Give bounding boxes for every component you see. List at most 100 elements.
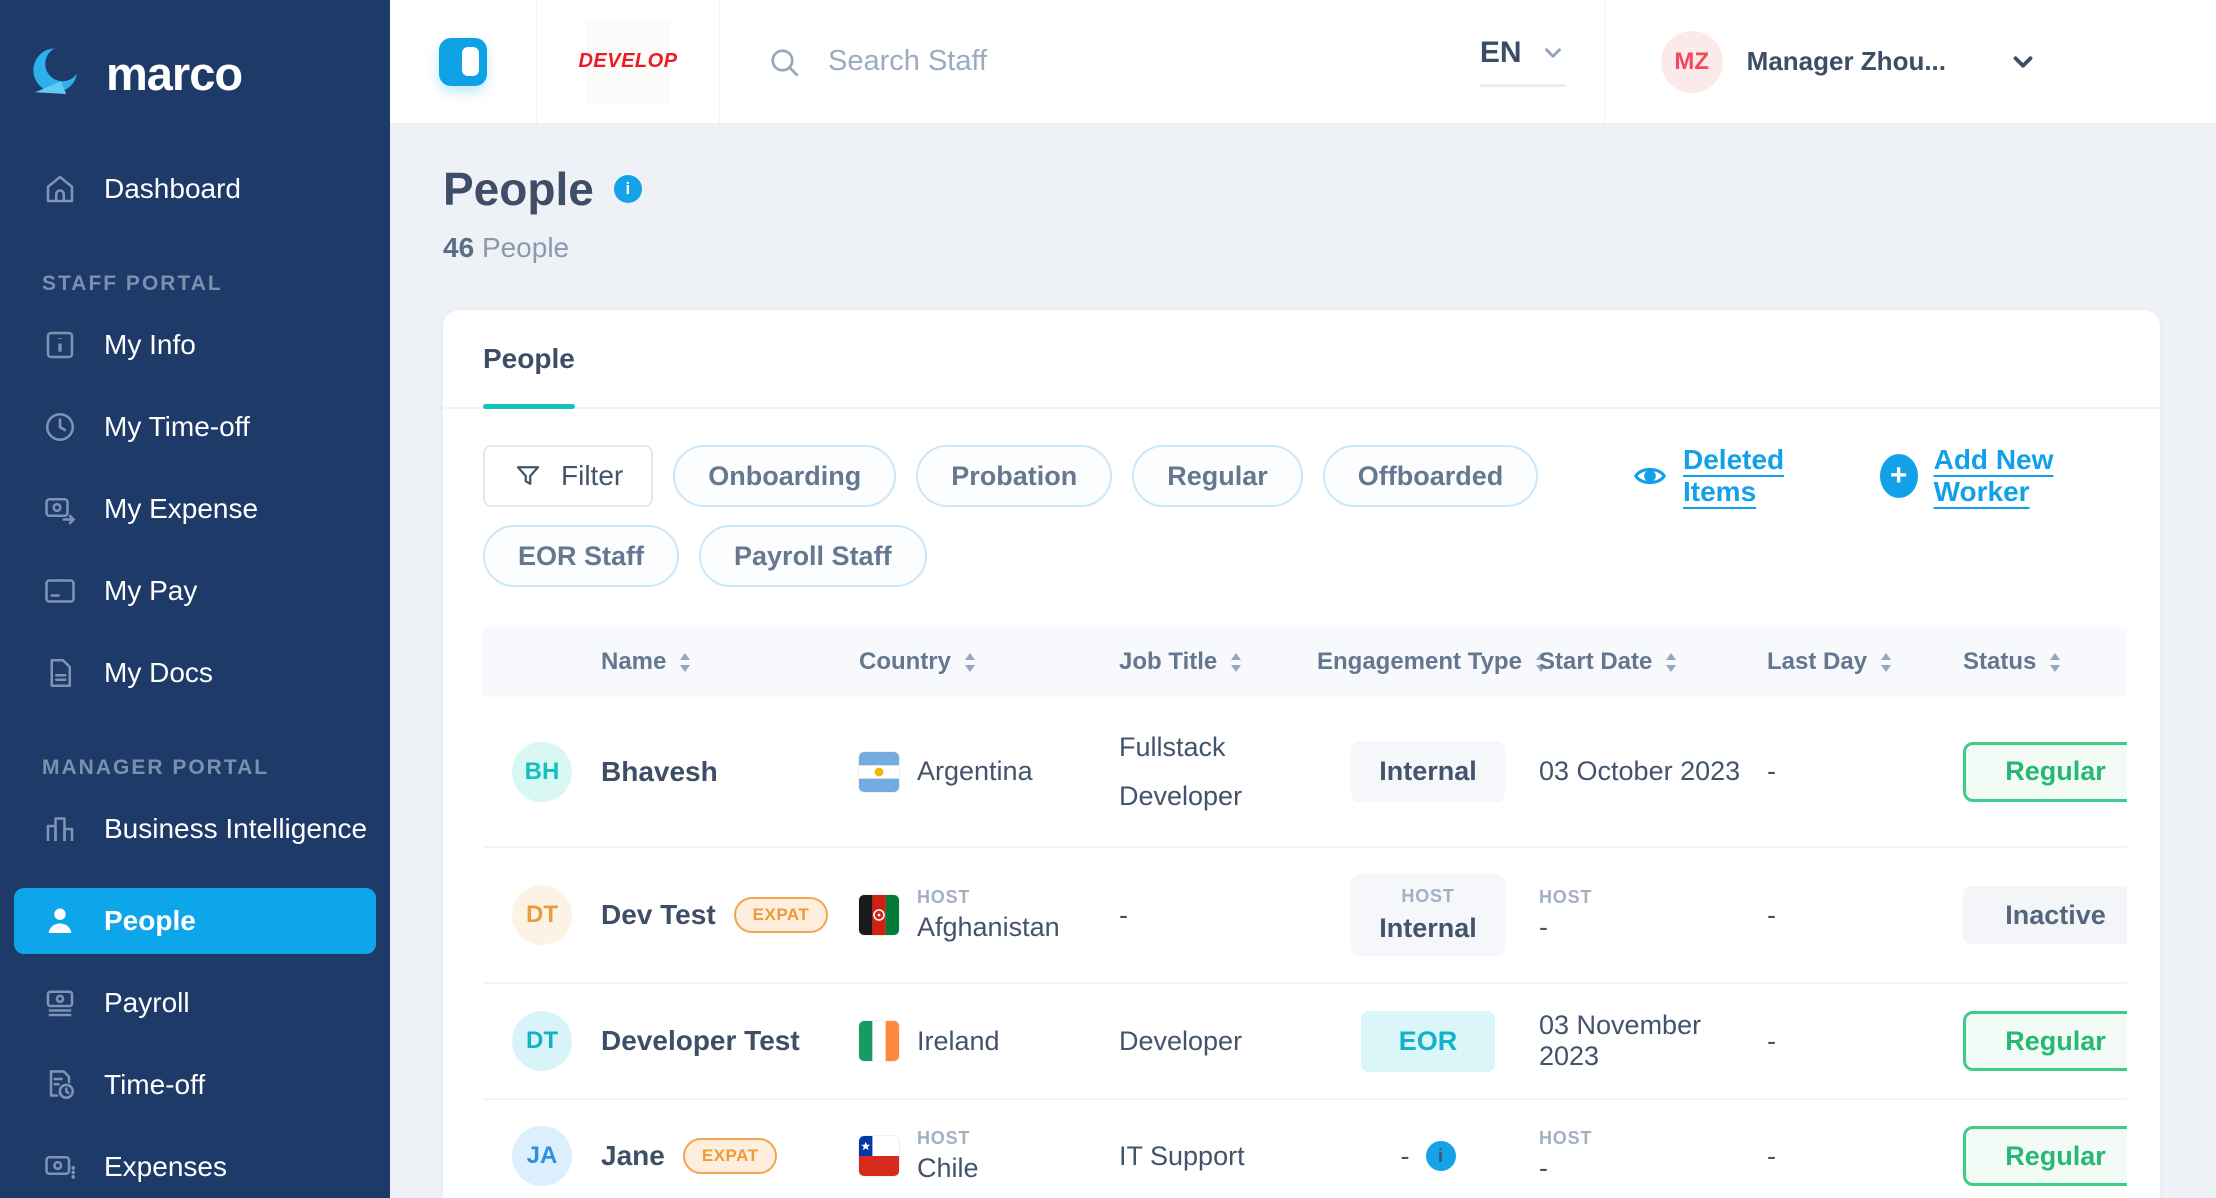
add-new-worker-link[interactable]: + Add New Worker bbox=[1879, 444, 2127, 508]
column-header-country[interactable]: Country bbox=[859, 648, 1119, 676]
tab-people[interactable]: People bbox=[483, 310, 575, 409]
column-header-last-day[interactable]: Last Day bbox=[1767, 648, 1963, 676]
sidebar-item-label: Expenses bbox=[104, 1151, 227, 1182]
app-logo[interactable]: marco bbox=[0, 40, 390, 106]
column-header-status[interactable]: Status bbox=[1963, 648, 2127, 676]
sidebar-item-label: My Info bbox=[104, 329, 196, 360]
sidebar-toggle-button[interactable] bbox=[439, 37, 487, 86]
last-day-cell: - bbox=[1767, 756, 1776, 787]
info-icon[interactable]: i bbox=[1425, 1141, 1456, 1172]
host-label: HOST bbox=[1539, 887, 1593, 908]
start-date-cell: HOST - bbox=[1539, 1128, 1767, 1184]
engagement-cell: EOR bbox=[1317, 1010, 1539, 1072]
filter-chip-probation[interactable]: Probation bbox=[916, 445, 1113, 507]
filter-button[interactable]: Filter bbox=[483, 445, 654, 507]
job-title-cell: Developer bbox=[1119, 1025, 1243, 1056]
sidebar-item-payroll[interactable]: Payroll bbox=[0, 980, 376, 1026]
filter-chip-offboarded[interactable]: Offboarded bbox=[1322, 445, 1539, 507]
sidebar-item-my-info[interactable]: My Info bbox=[0, 322, 376, 368]
page-content: People i 46 People People Filter bbox=[390, 124, 2216, 1198]
status-badge: Regular bbox=[1963, 1126, 2127, 1187]
chevron-down-icon bbox=[2008, 47, 2038, 77]
search-icon bbox=[766, 44, 802, 80]
payroll-icon bbox=[42, 985, 78, 1021]
deleted-items-link[interactable]: Deleted Items bbox=[1633, 444, 1836, 508]
column-header-start-date[interactable]: Start Date bbox=[1539, 648, 1767, 676]
main-area: DEVELOP EN bbox=[390, 0, 2216, 1198]
sort-icon[interactable] bbox=[2048, 651, 2062, 674]
last-day-cell: - bbox=[1767, 899, 1776, 930]
table-header: Name Country Job Title Engagement Type Start… bbox=[483, 627, 2127, 697]
engagement-cell: HOST Internal bbox=[1317, 874, 1539, 957]
table-row[interactable]: JA Jane EXPAT HOST Chile IT Support - i HOST - - Re… bbox=[483, 1098, 2127, 1198]
sidebar-item-label: My Expense bbox=[104, 493, 259, 524]
people-table: Name Country Job Title Engagement Type Start… bbox=[483, 627, 2127, 1198]
sort-icon[interactable] bbox=[963, 651, 977, 674]
engagement-cell: Internal bbox=[1317, 741, 1539, 803]
country-cell: Argentina bbox=[859, 751, 1119, 792]
sidebar-item-time-off[interactable]: Time-off bbox=[0, 1062, 376, 1108]
user-menu[interactable]: MZ Manager Zhou... bbox=[1603, 0, 2216, 123]
company-logo[interactable]: DEVELOP bbox=[578, 19, 677, 104]
docs-icon bbox=[42, 655, 78, 691]
country-name: Argentina bbox=[917, 756, 1033, 787]
timeoff-icon bbox=[42, 1067, 78, 1103]
country-cell: Ireland bbox=[859, 1021, 1119, 1062]
funnel-icon bbox=[516, 466, 540, 485]
filter-chip-payroll-staff[interactable]: Payroll Staff bbox=[699, 525, 927, 587]
status-cell: Regular bbox=[1963, 1126, 2127, 1187]
worker-name: Bhavesh bbox=[601, 755, 718, 787]
chart-icon bbox=[42, 811, 78, 847]
host-label: HOST bbox=[1539, 1128, 1593, 1149]
table-row[interactable]: DT Developer Test Ireland Developer EOR 03 No… bbox=[483, 982, 2127, 1098]
sort-icon[interactable] bbox=[678, 651, 692, 674]
table-row[interactable]: BH Bhavesh Argentina Fullstack Developer Int… bbox=[483, 697, 2127, 846]
sidebar-item-my-pay[interactable]: My Pay bbox=[0, 568, 376, 614]
search-input[interactable] bbox=[828, 45, 1348, 78]
wave-logo-icon bbox=[26, 44, 90, 102]
start-date-value: 03 November 2023 bbox=[1539, 1010, 1702, 1072]
start-date-cell: 03 October 2023 bbox=[1539, 756, 1767, 787]
toolbar: Filter Onboarding Probation Regular Offboar… bbox=[483, 444, 2127, 587]
filter-chip-regular[interactable]: Regular bbox=[1132, 445, 1303, 507]
ireland-flag-icon bbox=[859, 1021, 899, 1062]
language-selector[interactable]: EN bbox=[1479, 0, 1566, 123]
sidebar-item-my-time-off[interactable]: My Time-off bbox=[0, 404, 376, 450]
last-day-cell: - bbox=[1767, 1140, 1776, 1171]
sidebar-nav: Dashboard STAFF PORTAL My Info My Time-off M… bbox=[0, 166, 390, 1190]
engagement-badge: EOR bbox=[1360, 1010, 1496, 1072]
avatar: JA bbox=[512, 1126, 572, 1187]
country-name: Afghanistan bbox=[917, 912, 1060, 943]
filter-chip-eor-staff[interactable]: EOR Staff bbox=[483, 525, 680, 587]
sidebar-item-people[interactable]: People bbox=[14, 888, 376, 954]
sidebar-item-business-intelligence[interactable]: Business Intelligence bbox=[0, 806, 376, 852]
job-title-cell: IT Support bbox=[1119, 1140, 1245, 1171]
search-bar bbox=[720, 0, 1480, 123]
sidebar-item-my-expense[interactable]: My Expense bbox=[0, 486, 376, 532]
worker-name: Dev Test bbox=[601, 899, 716, 931]
page-info-icon[interactable]: i bbox=[613, 175, 642, 203]
sort-icon[interactable] bbox=[1879, 651, 1893, 674]
engagement-value: - bbox=[1400, 1140, 1410, 1171]
sidebar-section-label: STAFF PORTAL bbox=[42, 272, 223, 295]
sort-icon[interactable] bbox=[1534, 651, 1548, 674]
status-cell: Regular bbox=[1963, 741, 2127, 802]
avatar: BH bbox=[512, 741, 572, 802]
column-header-name[interactable]: Name bbox=[601, 648, 859, 676]
start-date-cell: 03 November 2023 bbox=[1539, 1010, 1767, 1072]
sort-icon[interactable] bbox=[1229, 651, 1243, 674]
column-header-job-title[interactable]: Job Title bbox=[1119, 648, 1317, 676]
sidebar-item-expenses[interactable]: Expenses bbox=[0, 1144, 376, 1190]
expat-badge: EXPAT bbox=[733, 897, 829, 934]
filter-chip-onboarding[interactable]: Onboarding bbox=[673, 445, 897, 507]
table-row[interactable]: DT Dev Test EXPAT HOST Afghanistan - HOST Inter… bbox=[483, 846, 2127, 982]
host-label: HOST bbox=[917, 887, 971, 908]
expenses-icon bbox=[42, 1149, 78, 1185]
avatar: DT bbox=[512, 1011, 572, 1072]
sort-icon[interactable] bbox=[1664, 651, 1678, 674]
last-day-cell: - bbox=[1767, 1025, 1776, 1056]
sidebar-item-dashboard[interactable]: Dashboard bbox=[0, 166, 376, 212]
sidebar-item-my-docs[interactable]: My Docs bbox=[0, 650, 376, 696]
worker-name: Developer Test bbox=[601, 1025, 800, 1057]
column-header-engagement-type[interactable]: Engagement Type bbox=[1317, 648, 1546, 676]
